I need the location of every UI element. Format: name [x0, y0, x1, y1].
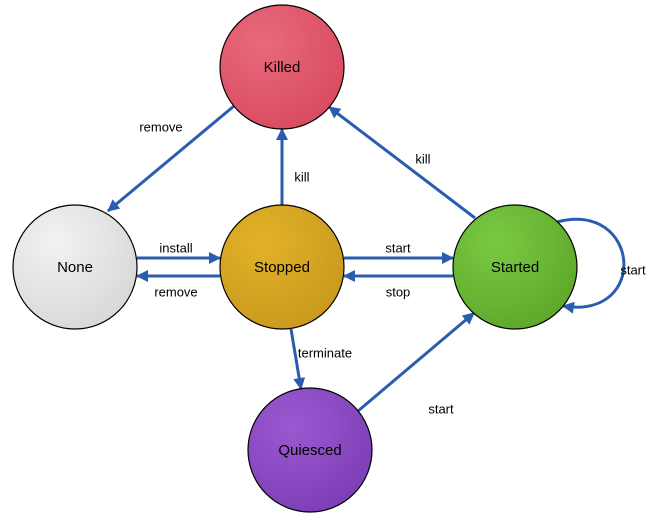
edge-quiesced-started: [358, 313, 474, 411]
edge-label-started-self-loop: start: [620, 262, 646, 277]
edge-label-stopped-quiesced: terminate: [298, 345, 352, 360]
node-label-none: None: [57, 259, 93, 276]
nodes-group: Killed None Stopped Started Quiesced: [13, 5, 577, 512]
edge-label-started-stopped: stop: [386, 284, 411, 299]
edge-label-quiesced-started: start: [428, 401, 454, 416]
edge-label-started-killed: kill: [415, 151, 430, 166]
edge-label-stopped-started: start: [385, 240, 411, 255]
edge-label-stopped-none: remove: [154, 284, 197, 299]
node-label-killed: Killed: [264, 59, 301, 76]
node-label-quiesced: Quiesced: [278, 442, 341, 459]
edge-started-killed: [329, 107, 475, 218]
edge-label-none-stopped: install: [159, 240, 192, 255]
edge-label-killed-none: remove: [139, 119, 182, 134]
state-diagram: remove install remove start stop kill kill term…: [0, 0, 671, 521]
node-label-started: Started: [491, 259, 539, 276]
edge-label-stopped-killed: kill: [294, 169, 309, 184]
node-label-stopped: Stopped: [254, 259, 310, 276]
